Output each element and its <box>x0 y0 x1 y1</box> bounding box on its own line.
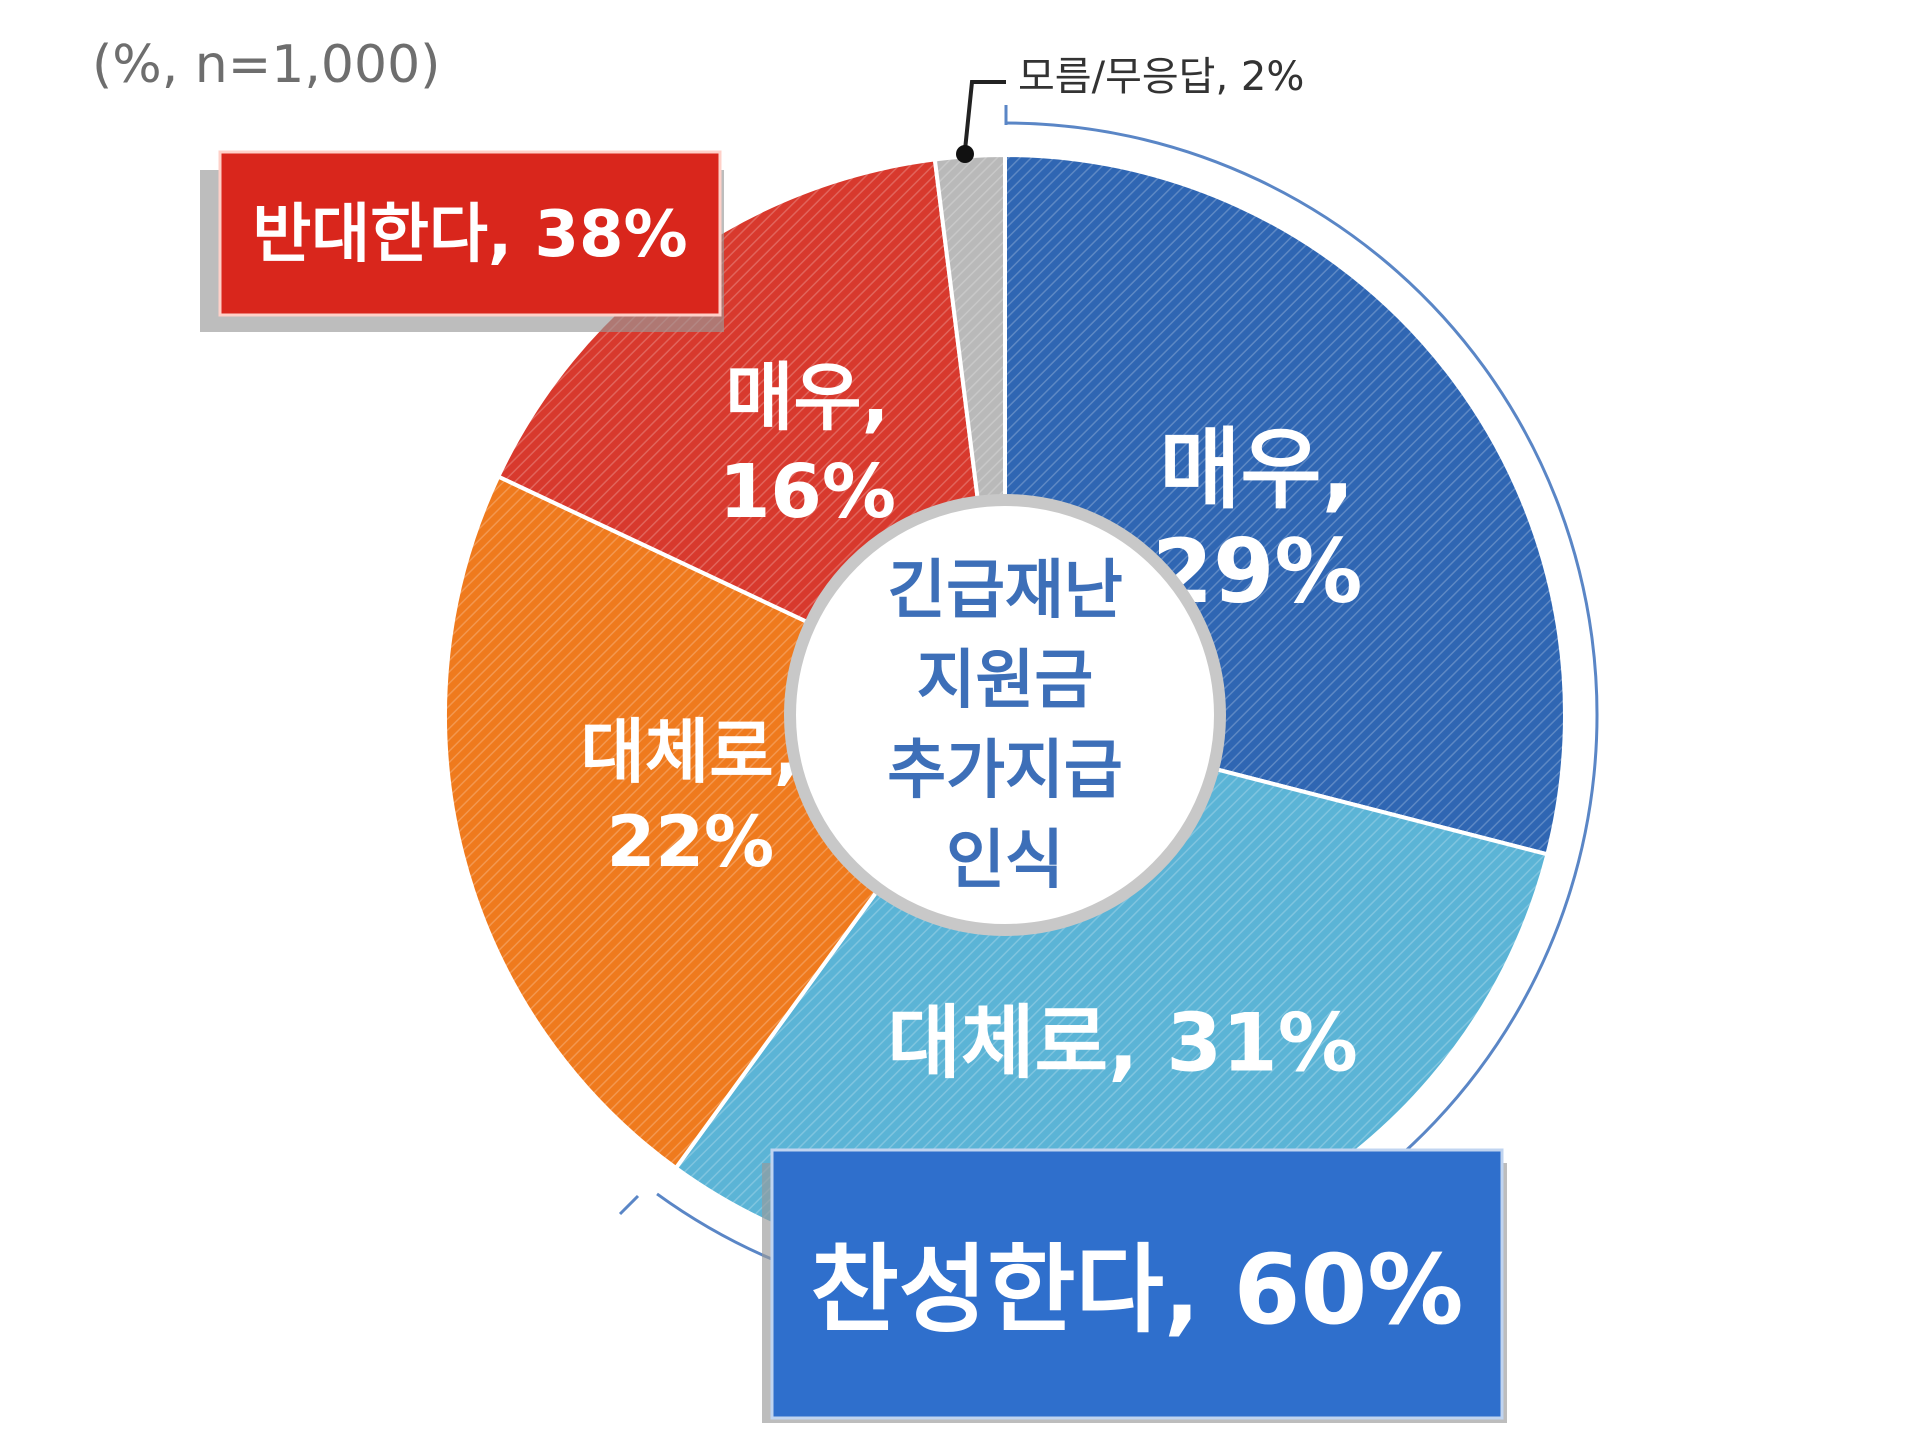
slice-3-label-line-1: 대체로, <box>581 711 801 793</box>
approve-group-label: 찬성한다, 60% <box>811 1234 1464 1346</box>
oppose-group-label: 반대한다, 38% <box>252 198 687 272</box>
sample-note: (%, n=1,000) <box>92 35 440 95</box>
dontknow-leader <box>956 80 1006 163</box>
center-title: 긴급재난 지원금 추가지급 인식 <box>887 554 1123 898</box>
slice-labels: 매우,29%대체로, 31%대체로,22%매우,16% <box>581 355 1363 1090</box>
slice-4-label-line-2: 16% <box>719 449 896 535</box>
center-title-line-1: 긴급재난 <box>887 554 1123 628</box>
center-title-line-4: 인식 <box>946 824 1064 898</box>
center-title-line-2: 지원금 <box>917 644 1094 718</box>
pie-slice-2-hatch <box>675 715 1548 1276</box>
oppose-group-box: 반대한다, 38% <box>200 150 724 332</box>
center-title-line-3: 추가지급 <box>887 734 1123 808</box>
approve-group-box: 찬성한다, 60% <box>762 1148 1507 1423</box>
slice-4-label-line-1: 매우, <box>725 355 889 441</box>
approve-bracket-end <box>618 1194 640 1216</box>
center-circle <box>784 494 1226 936</box>
slice-2-label-line-1: 대체로, 31% <box>887 996 1358 1089</box>
slice-3-label-line-2: 22% <box>607 801 775 883</box>
dontknow-label: 모름/무응답, 2% <box>1018 54 1304 100</box>
slice-1-label-line-1: 매우, <box>1160 418 1355 521</box>
